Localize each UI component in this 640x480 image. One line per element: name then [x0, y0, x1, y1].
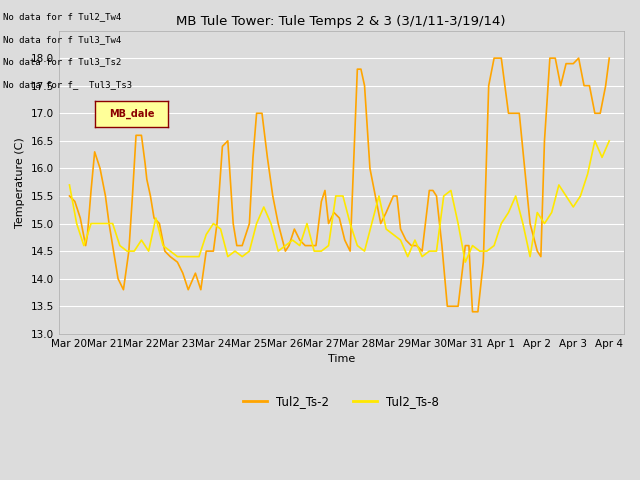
Line: Tul2_Ts-2: Tul2_Ts-2	[70, 58, 609, 312]
Text: No data for f Tul3_Tw4: No data for f Tul3_Tw4	[3, 35, 122, 44]
Tul2_Ts-8	[591, 138, 598, 144]
Tul2_Ts-2	[546, 55, 554, 61]
Tul2_Ts-2	[605, 55, 613, 61]
Tul2_Ts-8	[505, 210, 513, 216]
Y-axis label: Temperature (C): Temperature (C)	[15, 137, 25, 228]
Text: MB_dale: MB_dale	[109, 109, 154, 119]
Text: No data for f Tul2_Tw4: No data for f Tul2_Tw4	[3, 12, 122, 21]
Tul2_Ts-2	[141, 160, 149, 166]
Tul2_Ts-2	[66, 193, 74, 199]
X-axis label: Time: Time	[328, 354, 355, 364]
Tul2_Ts-2	[468, 309, 476, 314]
Text: No data for f Tul3_Ts2: No data for f Tul3_Ts2	[3, 57, 122, 66]
Tul2_Ts-2	[490, 55, 498, 61]
Tul2_Ts-8	[253, 221, 260, 227]
Tul2_Ts-8	[426, 248, 433, 254]
Line: Tul2_Ts-8: Tul2_Ts-8	[70, 141, 609, 262]
Tul2_Ts-8	[66, 182, 74, 188]
Tul2_Ts-8	[605, 138, 613, 144]
Tul2_Ts-8	[461, 259, 469, 265]
Legend: Tul2_Ts-2, Tul2_Ts-8: Tul2_Ts-2, Tul2_Ts-8	[239, 390, 444, 413]
Tul2_Ts-8	[116, 243, 124, 249]
Text: No data for f_  Tul3_Ts3: No data for f_ Tul3_Ts3	[3, 80, 132, 89]
Tul2_Ts-8	[346, 221, 354, 227]
Tul2_Ts-2	[537, 254, 545, 260]
Tul2_Ts-2	[312, 243, 320, 249]
Title: MB Tule Tower: Tule Temps 2 & 3 (3/1/11-3/19/14): MB Tule Tower: Tule Temps 2 & 3 (3/1/11-…	[177, 15, 506, 28]
Tul2_Ts-8	[411, 237, 419, 243]
Tul2_Ts-2	[114, 276, 122, 282]
Tul2_Ts-2	[501, 83, 509, 89]
